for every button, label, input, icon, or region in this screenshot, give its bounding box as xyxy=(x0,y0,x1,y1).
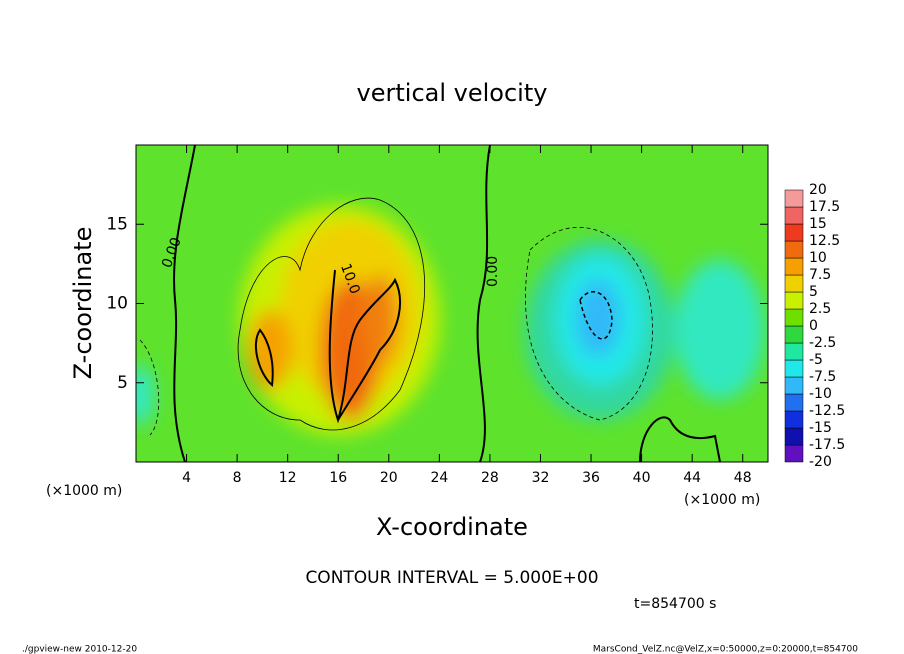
x-tick-label: 4 xyxy=(182,470,191,486)
x-tick-label: 24 xyxy=(430,470,448,486)
y-tick-label: 10 xyxy=(106,294,128,314)
x-tick-label: 36 xyxy=(582,470,600,486)
colorbar-label: -15 xyxy=(809,420,832,436)
colorbar-box xyxy=(784,240,804,259)
x-tick-label: 32 xyxy=(532,470,550,486)
colorbar-box xyxy=(784,393,804,412)
colorbar-box xyxy=(784,308,804,327)
x-tick-label: 12 xyxy=(279,470,297,486)
colorbar-box xyxy=(784,410,804,429)
time-label: t=854700 s xyxy=(634,596,716,612)
colorbar-label: -12.5 xyxy=(809,403,845,419)
colorbar-box xyxy=(784,376,804,395)
colorbar-box xyxy=(784,223,804,242)
x-unit: (×1000 m) xyxy=(684,492,760,508)
colorbar-label: -2.5 xyxy=(809,335,836,351)
colorbar-label: 7.5 xyxy=(809,267,831,283)
colorbar-label: 0 xyxy=(809,318,818,334)
x-tick-label: 28 xyxy=(481,470,499,486)
footer-left: ./gpview-new 2010-12-20 xyxy=(22,645,137,654)
field xyxy=(136,145,768,462)
colorbar-label: 5 xyxy=(809,284,818,300)
y-axis-label: Z-coordinate xyxy=(69,227,97,380)
colorbar-label: 17.5 xyxy=(809,199,840,215)
x-tick-label: 40 xyxy=(633,470,651,486)
colorbar-box xyxy=(784,189,804,208)
footer-right: MarsCond_VelZ.nc@VelZ,x=0:50000,z=0:2000… xyxy=(593,645,858,654)
colorbar-label: -20 xyxy=(809,454,832,470)
y-unit: (×1000 m) xyxy=(46,483,122,499)
x-tick-label: 16 xyxy=(329,470,347,486)
colorbar-label: -7.5 xyxy=(809,369,836,385)
annotation: CONTOUR INTERVAL = 5.000E+00 xyxy=(305,568,598,588)
colorbar-box xyxy=(784,444,804,463)
colorbar-label: -17.5 xyxy=(809,437,845,453)
colorbar-box xyxy=(784,427,804,446)
colorbar-box xyxy=(784,325,804,344)
colorbar-box xyxy=(784,206,804,225)
x-tick-label: 20 xyxy=(380,470,398,486)
x-tick-label: 44 xyxy=(683,470,701,486)
colorbar-label: -5 xyxy=(809,352,823,368)
colorbar-box xyxy=(784,291,804,310)
contour-label: 0.00 xyxy=(485,256,501,287)
x-axis-label: X-coordinate xyxy=(376,513,528,541)
y-tick-label: 5 xyxy=(117,373,128,393)
colorbar-label: 12.5 xyxy=(809,233,840,249)
colorbar-box xyxy=(784,274,804,293)
chart-title: vertical velocity xyxy=(357,79,548,107)
colorbar-label: 2.5 xyxy=(809,301,831,317)
colorbar-label: 20 xyxy=(809,182,827,198)
colorbar-label: -10 xyxy=(809,386,832,402)
x-tick-label: 48 xyxy=(734,470,752,486)
colorbar-box xyxy=(784,342,804,361)
colorbar-label: 10 xyxy=(809,250,827,266)
y-tick-label: 15 xyxy=(106,214,128,234)
colorbar-label: 15 xyxy=(809,216,827,232)
colorbar-box xyxy=(784,359,804,378)
x-tick-label: 8 xyxy=(233,470,242,486)
colorbar-box xyxy=(784,257,804,276)
